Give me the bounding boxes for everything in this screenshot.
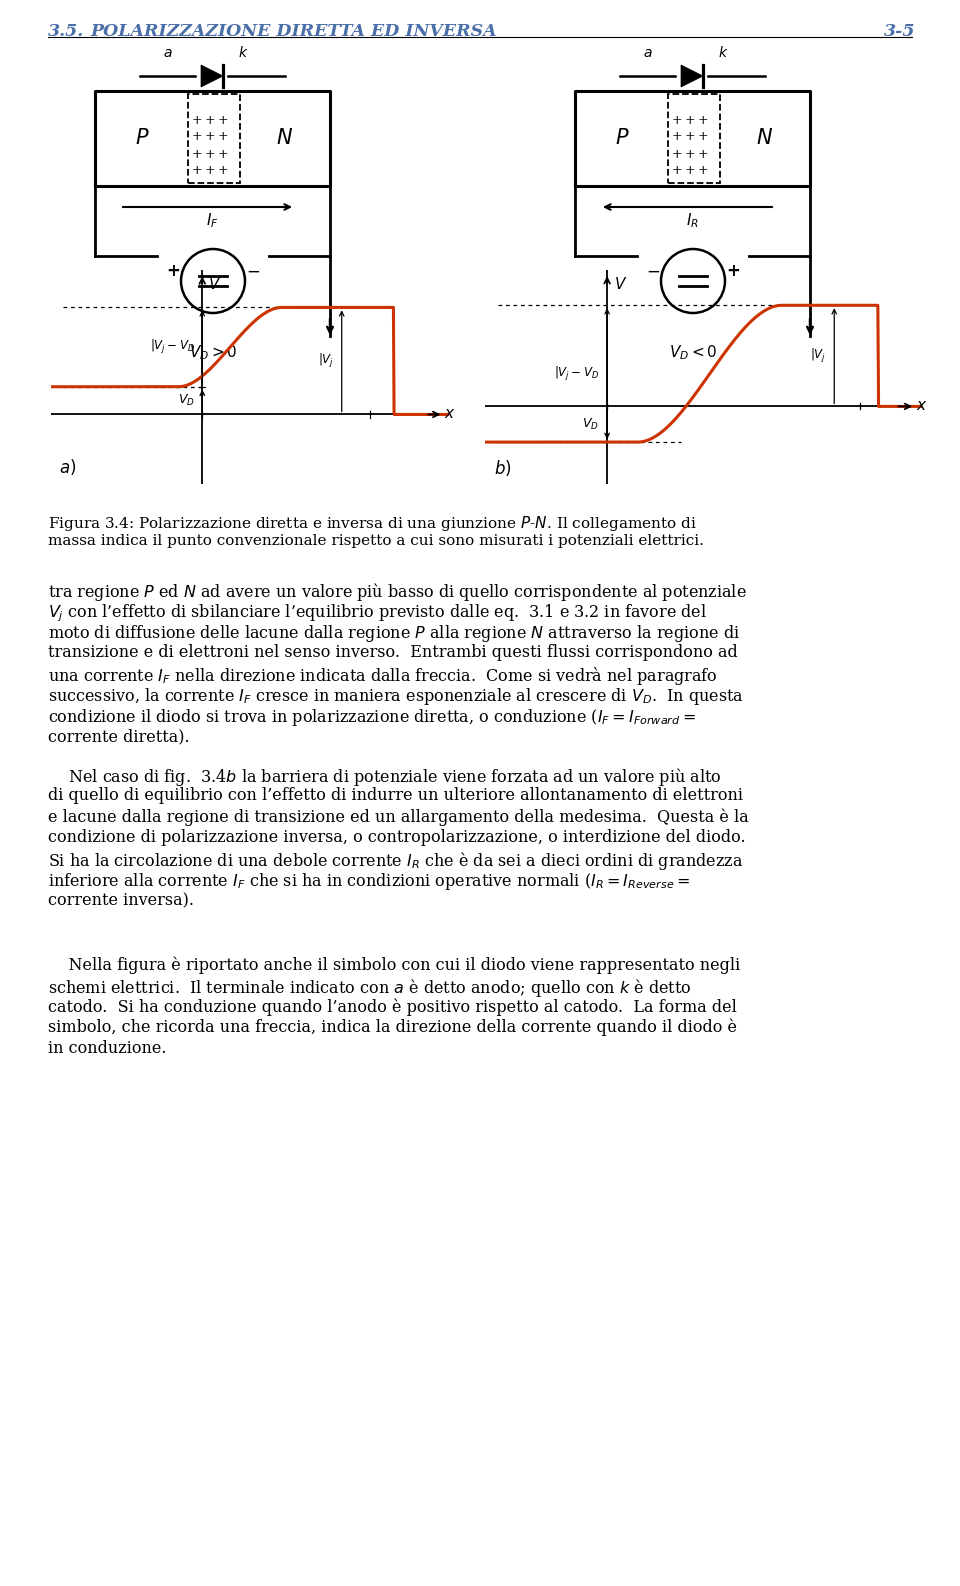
- Text: e lacune dalla regione di transizione ed un allargamento della medesima.  Questa: e lacune dalla regione di transizione ed…: [48, 807, 749, 825]
- Text: +: +: [218, 130, 228, 143]
- Text: $|V_j$: $|V_j$: [810, 347, 827, 365]
- Circle shape: [661, 249, 725, 312]
- Text: POLARIZZAZIONE DIRETTA ED INVERSA: POLARIZZAZIONE DIRETTA ED INVERSA: [90, 24, 496, 40]
- Text: $b)$: $b)$: [493, 458, 511, 477]
- Circle shape: [181, 249, 245, 312]
- Text: di quello di equilibrio con l’effetto di indurre un ulteriore allontanamento di : di quello di equilibrio con l’effetto di…: [48, 787, 743, 804]
- Text: tra regione $P$ ed $N$ ad avere un valore più basso di quello corrispondente al : tra regione $P$ ed $N$ ad avere un valor…: [48, 580, 747, 603]
- Text: +: +: [218, 147, 228, 160]
- Text: +: +: [698, 147, 708, 160]
- Text: +: +: [218, 114, 228, 127]
- Text: $a)$: $a)$: [59, 457, 76, 477]
- Text: +: +: [684, 114, 695, 127]
- Text: massa indica il punto convenzionale rispetto a cui sono misurati i potenziali el: massa indica il punto convenzionale risp…: [48, 534, 704, 549]
- Text: catodo.  Si ha conduzione quando l’anodo è positivo rispetto al catodo.  La form: catodo. Si ha conduzione quando l’anodo …: [48, 998, 737, 1015]
- Text: +: +: [672, 165, 683, 178]
- Text: moto di diffusione delle lacune dalla regione $P$ alla regione $N$ attraverso la: moto di diffusione delle lacune dalla re…: [48, 623, 740, 644]
- Text: +: +: [672, 130, 683, 143]
- Text: $V_D < 0$: $V_D < 0$: [669, 343, 717, 362]
- Text: $k$: $k$: [238, 44, 249, 60]
- Text: +: +: [698, 130, 708, 143]
- Text: +: +: [698, 165, 708, 178]
- Text: +: +: [192, 147, 203, 160]
- Text: corrente inversa).: corrente inversa).: [48, 891, 194, 909]
- Text: +: +: [204, 114, 215, 127]
- Text: +: +: [684, 130, 695, 143]
- Text: condizione il diodo si trova in polarizzazione diretta, o conduzione ($I_F = I_{: condizione il diodo si trova in polarizz…: [48, 707, 696, 728]
- Text: Nel caso di fig.  3.4$b$ la barriera di potenziale viene forzata ad un valore pi: Nel caso di fig. 3.4$b$ la barriera di p…: [48, 766, 722, 788]
- Text: $|V_j - V_D$: $|V_j - V_D$: [554, 365, 599, 382]
- Text: $I_R$: $I_R$: [685, 211, 699, 230]
- Text: $-$: $-$: [246, 262, 260, 281]
- Text: $N$: $N$: [276, 128, 294, 147]
- Text: $x$: $x$: [917, 400, 928, 414]
- Text: Figura 3.4: Polarizzazione diretta e inversa di una giunzione $P$-$N$. Il colleg: Figura 3.4: Polarizzazione diretta e inv…: [48, 514, 697, 533]
- Text: +: +: [192, 114, 203, 127]
- Text: $V$: $V$: [613, 276, 627, 292]
- Text: +: +: [204, 130, 215, 143]
- Text: $k$: $k$: [718, 44, 729, 60]
- Text: +: +: [672, 114, 683, 127]
- Text: $|V_j$: $|V_j$: [319, 352, 334, 370]
- Text: +: +: [698, 114, 708, 127]
- Text: 3-5: 3-5: [883, 24, 915, 40]
- Text: successivo, la corrente $I_F$ cresce in maniera esponenziale al crescere di $V_D: successivo, la corrente $I_F$ cresce in …: [48, 687, 744, 707]
- Text: +: +: [726, 262, 740, 281]
- Text: $|V_j - V_D$: $|V_j - V_D$: [150, 338, 195, 357]
- Polygon shape: [681, 65, 703, 87]
- Text: inferiore alla corrente $I_F$ che si ha in condizioni operative normali ($I_R = : inferiore alla corrente $I_F$ che si ha …: [48, 871, 690, 891]
- Text: +: +: [192, 130, 203, 143]
- Text: +: +: [672, 147, 683, 160]
- Text: $V_j$ con l’effetto di sbilanciare l’equilibrio previsto dalle eq.  3.1 e 3.2 in: $V_j$ con l’effetto di sbilanciare l’equ…: [48, 603, 708, 623]
- Text: $V_D$: $V_D$: [583, 417, 599, 431]
- Text: corrente diretta).: corrente diretta).: [48, 728, 190, 745]
- Text: una corrente $I_F$ nella direzione indicata dalla freccia.  Come si vedrà nel pa: una corrente $I_F$ nella direzione indic…: [48, 665, 718, 687]
- Text: +: +: [684, 147, 695, 160]
- Text: $V$: $V$: [208, 276, 222, 292]
- Text: +: +: [204, 147, 215, 160]
- Text: Nella figura è riportato anche il simbolo con cui il diodo viene rappresentato n: Nella figura è riportato anche il simbol…: [48, 956, 740, 974]
- Text: $P$: $P$: [134, 128, 149, 147]
- Text: +: +: [204, 165, 215, 178]
- Text: $N$: $N$: [756, 128, 774, 147]
- Text: +: +: [166, 262, 180, 281]
- Text: transizione e di elettroni nel senso inverso.  Entrambi questi flussi corrispond: transizione e di elettroni nel senso inv…: [48, 644, 737, 661]
- Text: +: +: [684, 165, 695, 178]
- Text: $-$: $-$: [646, 262, 660, 281]
- Text: $V_D$: $V_D$: [179, 393, 195, 408]
- Text: $a$: $a$: [643, 46, 653, 60]
- Polygon shape: [201, 65, 223, 87]
- Bar: [668, 94, 720, 182]
- Text: 3.5.: 3.5.: [48, 24, 84, 40]
- Bar: [188, 94, 240, 182]
- Text: simbolo, che ricorda una freccia, indica la direzione della corrente quando il d: simbolo, che ricorda una freccia, indica…: [48, 1018, 737, 1037]
- Text: $x$: $x$: [444, 408, 456, 422]
- Text: $V_D > 0$: $V_D > 0$: [189, 343, 237, 362]
- Text: in conduzione.: in conduzione.: [48, 1040, 166, 1056]
- Text: $I_F$: $I_F$: [205, 211, 218, 230]
- Text: $a$: $a$: [163, 46, 173, 60]
- Text: condizione di polarizzazione inversa, o contropolarizzazione, o interdizione del: condizione di polarizzazione inversa, o …: [48, 829, 746, 845]
- Text: schemi elettrici.  Il terminale indicato con $a$ è detto anodo; quello con $k$ è: schemi elettrici. Il terminale indicato …: [48, 977, 691, 999]
- Text: +: +: [192, 165, 203, 178]
- Text: +: +: [218, 165, 228, 178]
- Text: Si ha la circolazione di una debole corrente $I_R$ che è da sei a dieci ordini d: Si ha la circolazione di una debole corr…: [48, 850, 743, 872]
- Text: $P$: $P$: [614, 128, 629, 147]
